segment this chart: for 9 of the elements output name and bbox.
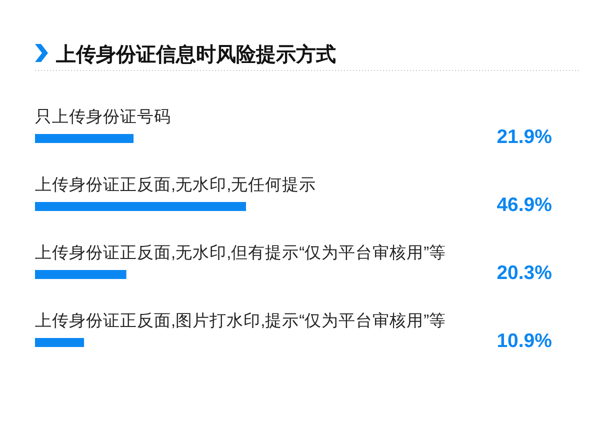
- title: 上传身份证信息时风险提示方式: [56, 44, 336, 66]
- category-label: 上传身份证正反面,无水印,无任何提示: [35, 176, 316, 194]
- data-label: 46.9%: [496, 194, 552, 216]
- category-label: 上传身份证正反面,无水印,但有提示“仅为平台审核用”等: [35, 244, 446, 262]
- category-label: 只上传身份证号码: [35, 108, 171, 126]
- data-label: 21.9%: [496, 126, 552, 148]
- category-label: 上传身份证正反面,图片打水印,提示“仅为平台审核用”等: [35, 312, 446, 330]
- data-label: 10.9%: [496, 330, 552, 352]
- data-label: 20.3%: [496, 262, 552, 284]
